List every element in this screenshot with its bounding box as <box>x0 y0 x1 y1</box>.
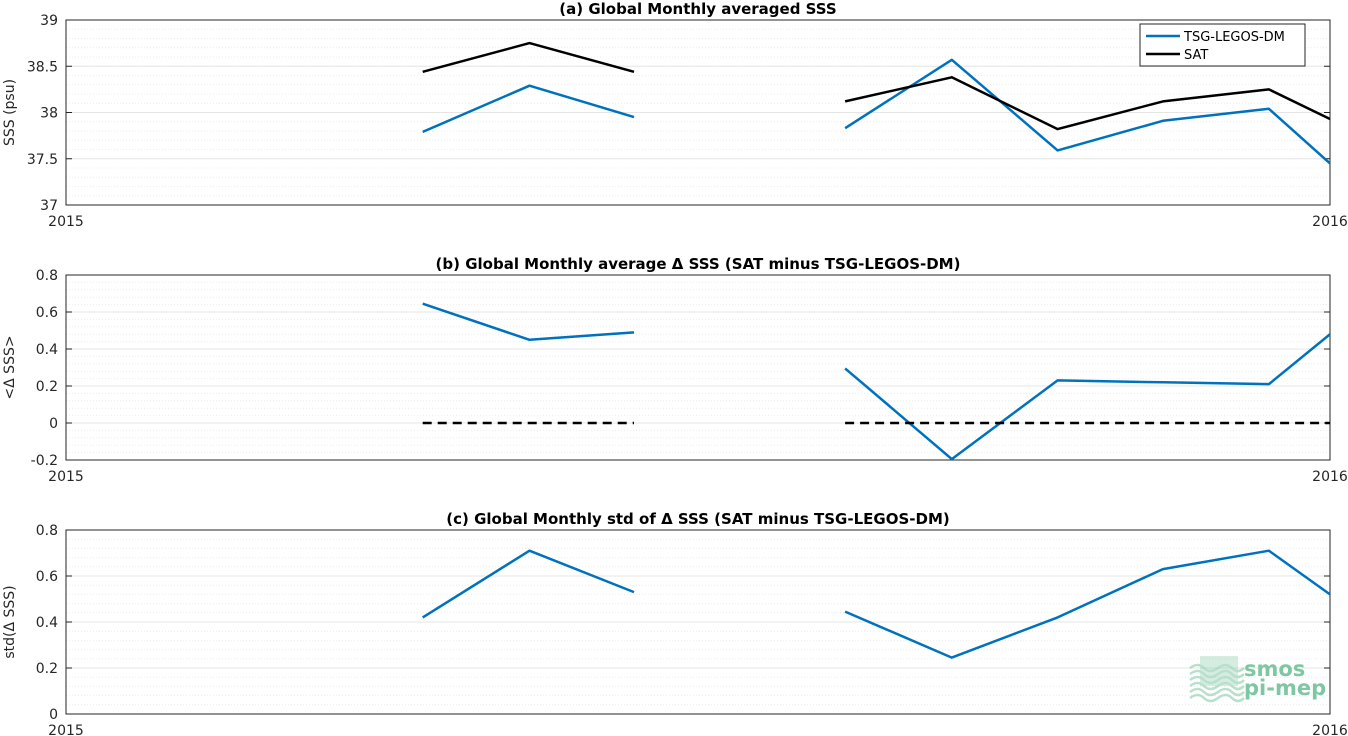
axes-box <box>65 274 1331 461</box>
plot-area <box>422 302 1330 460</box>
y-tick-label: 37.5 <box>27 152 58 168</box>
chart-title: (c) Global Monthly std of Δ SSS (SAT min… <box>446 510 949 528</box>
y-tick-label: 0 <box>49 707 58 723</box>
y-tick-label: -0.2 <box>31 453 58 469</box>
y-tick-label: 38.5 <box>27 59 58 75</box>
y-axis-label: SSS (psu) <box>2 79 18 146</box>
chart-title: (b) Global Monthly average Δ SSS (SAT mi… <box>436 255 961 273</box>
series-line-tsg-legos-dm <box>422 84 635 134</box>
y-tick-label: 0.2 <box>36 661 58 677</box>
plot-area <box>422 549 1330 659</box>
x-tick-label: 2016 <box>1312 469 1348 485</box>
y-tick-label: 0.4 <box>36 615 58 631</box>
x-tick-label: 2015 <box>48 723 84 736</box>
panel-b: -0.2 0 0.2 0.4 0.6 0.8 2015 2016 (b) Global Mont… <box>2 255 1348 485</box>
chart-title: (a) Global Monthly averaged SSS <box>559 0 836 18</box>
panel-c: 0 0.2 0.4 0.6 0.8 2015 2016 (c) Global Monthly … <box>2 510 1348 736</box>
series-line-std-sss <box>844 549 1330 659</box>
legend-box <box>1139 23 1306 67</box>
y-tick-label: 0.8 <box>36 523 58 539</box>
legend: TSG-LEGOS-DM SAT <box>1139 23 1306 67</box>
y-tick-label: 37 <box>40 198 58 214</box>
legend-label: SAT <box>1184 48 1208 63</box>
y-tick-label: 0.6 <box>36 569 58 585</box>
plot-area <box>422 41 1330 165</box>
x-tick-label: 2015 <box>48 469 84 485</box>
logo-wave-line <box>1189 669 1245 679</box>
series-line-sss <box>844 333 1330 460</box>
logo-wave-line <box>1189 693 1245 703</box>
logo-wave-icon <box>1189 656 1245 703</box>
x-tick-label: 2015 <box>48 214 84 230</box>
series-line-sss <box>422 302 635 342</box>
logo-wave-line <box>1189 687 1245 697</box>
y-axis-label: <Δ SSS> <box>2 335 18 399</box>
y-tick-label: 39 <box>40 13 58 29</box>
y-tick-label: 0.4 <box>36 342 58 358</box>
y-axis-label: std(Δ SSS) <box>2 585 18 658</box>
x-tick-label: 2016 <box>1312 214 1348 230</box>
x-tick-label: 2016 <box>1312 723 1348 736</box>
y-tick-label: 0.2 <box>36 379 58 395</box>
logo-text-pi-mep: pi-mep <box>1244 676 1326 700</box>
logo-wave-line <box>1189 675 1245 685</box>
logo-wave-line <box>1189 663 1245 673</box>
series-line-sat <box>844 76 1330 131</box>
y-tick-label: 0.8 <box>36 268 58 284</box>
y-tick-label: 38 <box>40 106 58 122</box>
legend-label: TSG-LEGOS-DM <box>1183 30 1285 45</box>
y-tick-label: 0.6 <box>36 305 58 321</box>
series-line-sat <box>422 41 635 74</box>
logo-wave-line <box>1189 681 1245 691</box>
panel-a: 37 37.5 38 38.5 39 2015 2016 (a) Global Monthly… <box>2 0 1348 230</box>
series-line-tsg-legos-dm <box>844 58 1330 165</box>
y-tick-label: 0 <box>49 416 58 432</box>
logo-text-smos: smos <box>1244 657 1305 681</box>
